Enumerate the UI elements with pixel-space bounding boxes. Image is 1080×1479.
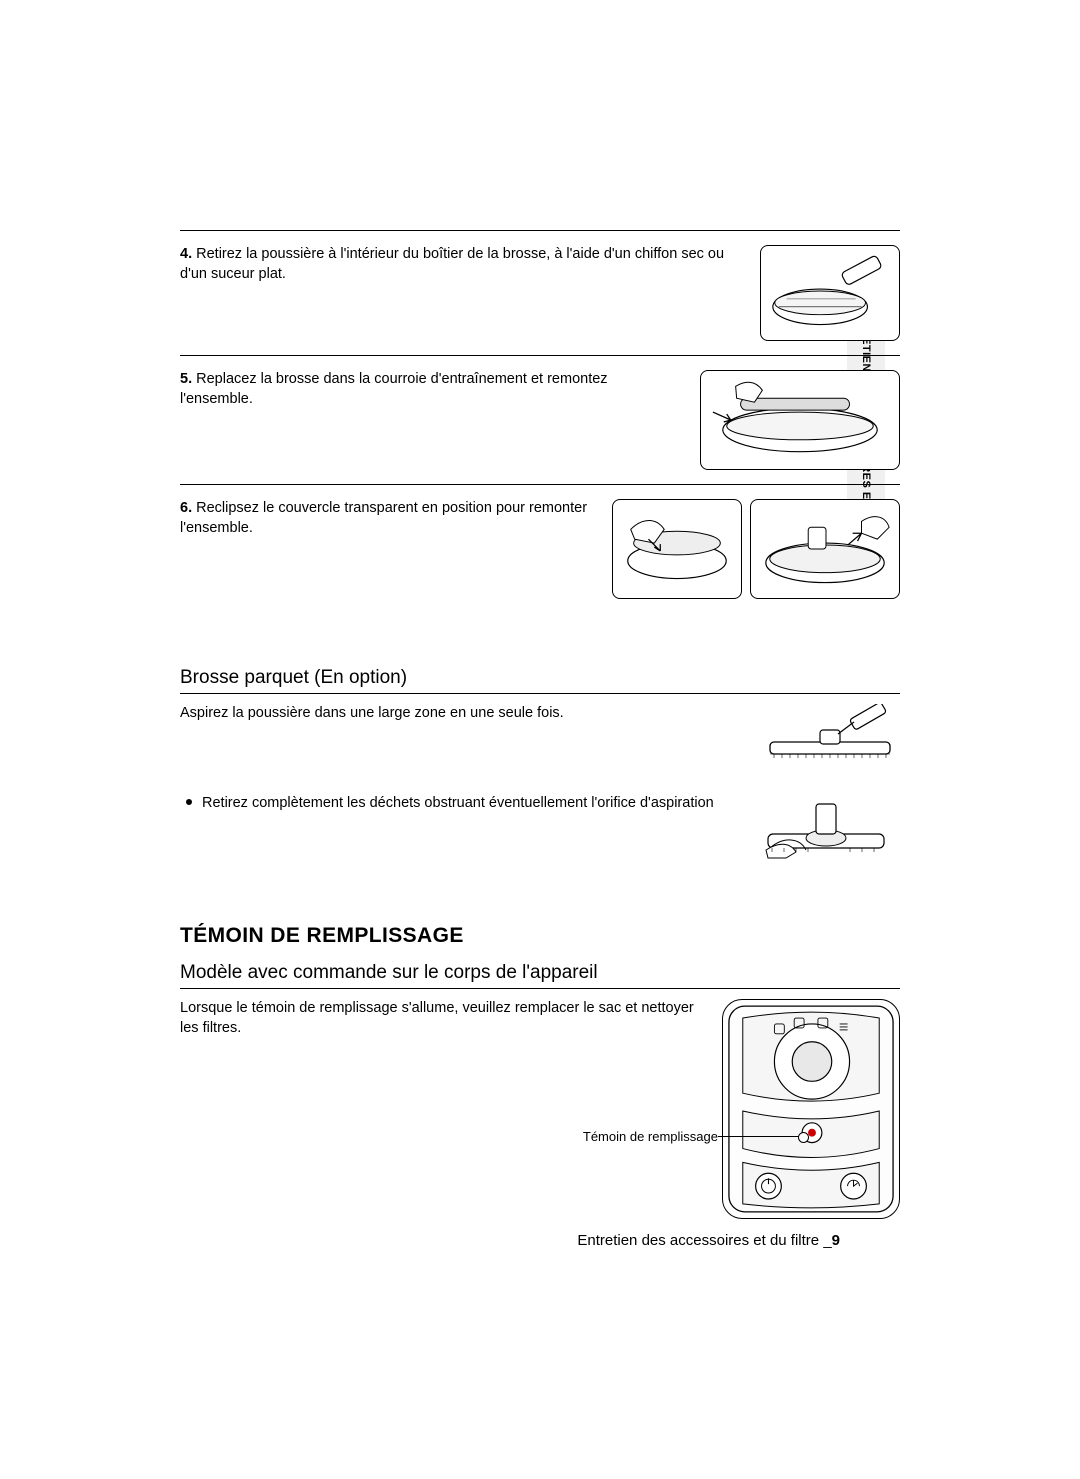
illustration-brush-belt-reassemble bbox=[700, 370, 900, 470]
illustration-control-panel bbox=[722, 999, 900, 1219]
fill-indicator-body: Lorsque le témoin de remplissage s'allum… bbox=[180, 999, 704, 1038]
illustration-cover-clip-b bbox=[750, 499, 900, 599]
step-illustration-area bbox=[760, 245, 900, 341]
instruction-step: 6. Reclipsez le couvercle transparent en… bbox=[180, 485, 900, 613]
parquet-intro-block: Aspirez la poussière dans une large zone… bbox=[180, 704, 900, 768]
fill-indicator-heading: TÉMOIN DE REMPLISSAGE bbox=[180, 924, 900, 948]
step-number: 5. bbox=[180, 371, 192, 387]
parquet-bullet-block: Retirez complètement les déchets obstrua… bbox=[180, 794, 900, 870]
footer-text: Entretien des accessoires et du filtre _ bbox=[577, 1232, 831, 1249]
model-block: Lorsque le témoin de remplissage s'allum… bbox=[180, 999, 900, 1219]
step-text: 6. Reclipsez le couvercle transparent en… bbox=[180, 499, 612, 538]
page-content: 4. Retirez la poussière à l'intérieur du… bbox=[180, 230, 900, 1219]
model-subheading: Modèle avec commande sur le corps de l'a… bbox=[180, 954, 900, 989]
instruction-step: 5. Replacez la brosse dans la courroie d… bbox=[180, 356, 900, 485]
fill-indicator-text: Lorsque le témoin de remplissage s'allum… bbox=[180, 999, 722, 1038]
callout-leader-line bbox=[718, 1136, 804, 1137]
step-text: 4. Retirez la poussière à l'intérieur du… bbox=[180, 245, 760, 284]
bullet-icon bbox=[186, 799, 192, 805]
step-illustration-area bbox=[700, 370, 900, 470]
step-illustration-area bbox=[612, 499, 900, 599]
illustration-parquet-brush bbox=[760, 704, 900, 768]
fill-indicator-callout-label: Témoin de remplissage bbox=[583, 1129, 718, 1144]
illustration-cover-clip-a bbox=[612, 499, 742, 599]
footer-page-number: 9 bbox=[832, 1232, 840, 1249]
parquet-intro-text: Aspirez la poussière dans une large zone… bbox=[180, 704, 760, 724]
step-body: Replacez la brosse dans la courroie d'en… bbox=[180, 371, 608, 407]
parquet-heading: Brosse parquet (En option) bbox=[180, 659, 900, 694]
step-number: 6. bbox=[180, 500, 192, 516]
step-body: Reclipsez le couvercle transparent en po… bbox=[180, 500, 587, 536]
instruction-step: 4. Retirez la poussière à l'intérieur du… bbox=[180, 230, 900, 356]
illustration-brush-housing-clean bbox=[760, 245, 900, 341]
step-body: Retirez la poussière à l'intérieur du bo… bbox=[180, 246, 724, 282]
illustration-parquet-cleaning bbox=[750, 794, 900, 870]
step-text: 5. Replacez la brosse dans la courroie d… bbox=[180, 370, 700, 409]
step-number: 4. bbox=[180, 246, 192, 262]
parquet-bullet: Retirez complètement les déchets obstrua… bbox=[180, 794, 750, 814]
parquet-bullet-text: Retirez complètement les déchets obstrua… bbox=[202, 795, 714, 811]
page-footer: Entretien des accessoires et du filtre _… bbox=[180, 1232, 840, 1249]
control-panel-wrap bbox=[722, 999, 900, 1219]
parquet-section: Brosse parquet (En option) Aspirez la po… bbox=[180, 659, 900, 870]
